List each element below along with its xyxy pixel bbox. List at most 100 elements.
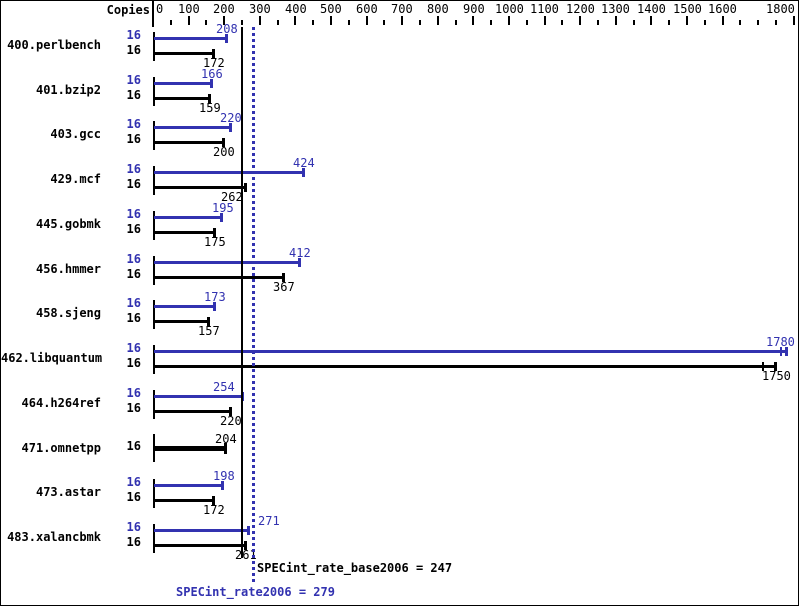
bar-peak-end-tick [785, 347, 788, 356]
axis-tick-650 [383, 20, 385, 25]
bar-peak-value: 254 [213, 380, 235, 394]
bar-peak [154, 350, 787, 353]
bar-base [154, 320, 209, 323]
axis-tick-700 [401, 16, 403, 25]
bar-base-end-tick [212, 49, 215, 58]
axis-tick-1400 [650, 16, 652, 25]
axis-tick-150 [205, 20, 207, 25]
axis-label-1500: 1500 [673, 2, 702, 16]
bar-start-bracket [153, 256, 155, 285]
bar-peak-value: 173 [204, 290, 226, 304]
bar-base [154, 410, 231, 413]
bar-peak [154, 261, 300, 264]
copies-label-base: 16 [126, 535, 141, 549]
bar-base-end-tick [244, 183, 247, 192]
bar-base [154, 499, 214, 502]
bar-peak-end-tick [213, 302, 216, 311]
copies-label-peak: 16 [126, 73, 141, 87]
bar-peak [154, 395, 243, 398]
copies-label-base: 16 [126, 356, 141, 370]
axis-tick-200 [223, 16, 225, 25]
axis-tick-300 [259, 16, 261, 25]
benchmark-name: 471.omnetpp [21, 441, 101, 455]
benchmark-name: 456.hmmer [35, 262, 101, 276]
bar-start-bracket [153, 479, 155, 508]
bar-peak [154, 484, 223, 487]
copies-label-base: 16 [126, 88, 141, 102]
bar-peak [154, 37, 227, 40]
axis-tick-350 [277, 20, 279, 25]
benchmark-name: 429.mcf [50, 172, 101, 186]
bar-peak-value: 208 [216, 22, 238, 36]
axis-label-300: 300 [249, 2, 271, 16]
summary-peak-line: SPECint_rate2006 = 279 [176, 585, 335, 599]
copies-label-peak: 16 [126, 296, 141, 310]
axis-label-400: 400 [285, 2, 307, 16]
bar-peak-value: 412 [289, 246, 311, 260]
copies-label-base: 16 [126, 490, 141, 504]
axis-tick-1350 [633, 20, 635, 25]
axis-label-900: 900 [463, 2, 485, 16]
copies-label-base: 16 [126, 401, 141, 415]
bar-base-end-tick [774, 362, 777, 371]
axis-label-1200: 1200 [566, 2, 595, 16]
axis-tick-850 [455, 20, 457, 25]
bar-base-value: 172 [203, 56, 225, 70]
axis-tick-1300 [615, 16, 617, 25]
bar-base-value: 175 [204, 235, 226, 249]
bar-start-bracket [153, 524, 155, 553]
axis-label-1800: 1800 [766, 2, 795, 16]
axis-tick-1150 [561, 20, 563, 25]
copies-label-peak: 16 [126, 386, 141, 400]
benchmark-name: 401.bzip2 [35, 83, 101, 97]
benchmark-name: 464.h264ref [21, 396, 101, 410]
axis-tick-400 [294, 16, 296, 25]
copies-label-base: 16 [126, 222, 141, 236]
axis-tick-800 [437, 16, 439, 25]
peak-median-line [252, 27, 255, 584]
bar-peak [154, 126, 231, 129]
axis-tick-1200 [579, 16, 581, 25]
bar-base-run-tick [762, 362, 764, 371]
benchmark-name: 462.libquantum [1, 351, 103, 365]
bar-base-value: 200 [213, 145, 235, 159]
bar-peak-end-tick [247, 526, 250, 535]
bar-peak [154, 529, 249, 532]
axis-label-0: 0 [156, 2, 164, 16]
axis-origin-line [152, 1, 154, 27]
bar-base [154, 231, 215, 234]
bar-start-bracket [153, 345, 155, 374]
bar-peak-run-tick [780, 347, 782, 356]
axis-label-1400: 1400 [637, 2, 666, 16]
bar-base-value: 172 [203, 503, 225, 517]
bar-start-bracket [153, 211, 155, 240]
bar-start-bracket [153, 121, 155, 150]
axis-tick-1650 [739, 20, 741, 25]
bar-base-end-tick [222, 138, 225, 147]
bar-peak-end-tick [229, 123, 232, 132]
bar-base-value: 367 [273, 280, 295, 294]
benchmark-name: 403.gcc [50, 127, 101, 141]
bar-base-end-tick [213, 228, 216, 237]
bar-base-value: 159 [199, 101, 221, 115]
axis-tick-1000 [508, 16, 510, 25]
bar-peak-value: 1780 [766, 335, 795, 349]
axis-tick-1050 [526, 20, 528, 25]
axis-label-100: 100 [178, 2, 200, 16]
bar-peak-value: 198 [213, 469, 235, 483]
copies-label-peak: 16 [126, 252, 141, 266]
base-median-line [241, 27, 243, 558]
bar-peak [154, 82, 212, 85]
benchmark-name: 483.xalancbmk [7, 530, 101, 544]
bar-peak [154, 216, 222, 219]
axis-tick-1550 [704, 20, 706, 25]
summary-base-line: SPECint_rate_base2006 = 247 [257, 561, 453, 575]
bar-start-bracket [153, 166, 155, 195]
bar-base [154, 97, 210, 100]
axis-tick-600 [366, 16, 368, 25]
axis-tick-1100 [544, 16, 546, 25]
bar-base-end-tick [208, 94, 211, 103]
bar-base [154, 52, 214, 55]
copies-label-base: 16 [126, 267, 141, 281]
